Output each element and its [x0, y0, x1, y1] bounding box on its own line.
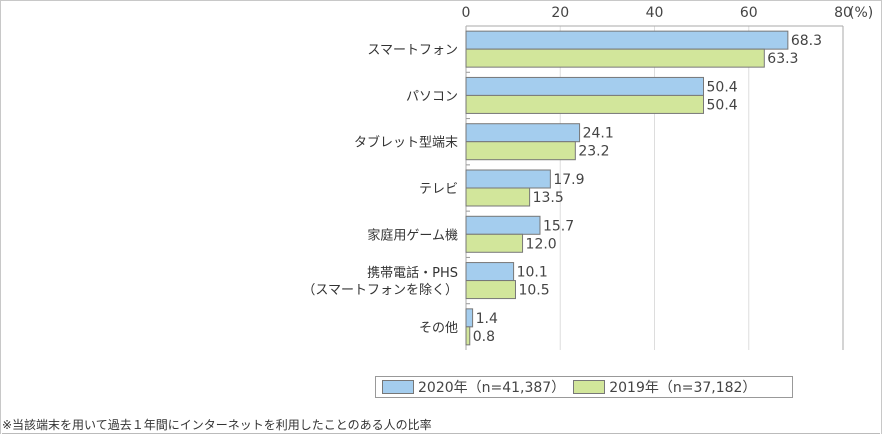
legend-swatch-2020: [382, 380, 414, 394]
category-label: タブレット型端末: [354, 135, 458, 151]
legend: 2020年（n=41,387） 2019年（n=37,182）: [375, 376, 793, 398]
data-label: 68.3: [791, 33, 822, 49]
data-label: 15.7: [543, 218, 574, 234]
data-label: 12.0: [526, 236, 557, 252]
data-label: 23.2: [578, 144, 609, 160]
x-tick-label: 60: [740, 5, 758, 21]
legend-item-2020: 2020年（n=41,387）: [382, 377, 565, 397]
bar: [465, 30, 789, 50]
x-tick-label: 80: [834, 5, 852, 21]
x-tick-label: 40: [646, 5, 664, 21]
bar: [465, 187, 531, 207]
bar: [465, 215, 541, 235]
data-label: 24.1: [583, 126, 614, 142]
bar: [465, 308, 474, 328]
legend-swatch-2019: [573, 380, 606, 394]
footnote: ※当該端末を用いて過去１年間にインターネットを利用したことのある人の比率: [2, 416, 880, 434]
bar: [465, 280, 516, 300]
data-label: 13.5: [533, 190, 564, 206]
category-label: （スマートフォンを除く）: [302, 283, 458, 298]
bar: [465, 76, 705, 96]
bar: [465, 326, 471, 346]
category-label: パソコン: [406, 89, 458, 104]
data-label: 63.3: [767, 51, 798, 67]
category-label: スマートフォン: [367, 43, 458, 58]
data-label: 10.1: [517, 265, 548, 281]
bar: [465, 262, 515, 282]
data-label: 50.4: [707, 79, 738, 95]
bar: [465, 233, 524, 253]
x-tick-label: 0: [462, 5, 471, 21]
data-label: 0.8: [473, 329, 495, 345]
category-label: その他: [419, 321, 458, 336]
data-label: 17.9: [553, 172, 584, 188]
bar: [465, 48, 765, 68]
x-tick-label: 20: [551, 5, 569, 21]
bar: [465, 141, 576, 161]
legend-item-2019: 2019年（n=37,182）: [573, 377, 756, 397]
bar: [465, 123, 581, 143]
category-label: テレビ: [419, 182, 458, 197]
data-label: 50.4: [707, 97, 738, 113]
legend-label-2020: 2020年（n=41,387）: [418, 380, 566, 396]
bar: [465, 169, 551, 189]
data-label: 10.5: [518, 283, 549, 299]
bar: [465, 94, 705, 114]
x-unit-label: (%): [849, 5, 873, 21]
legend-label-2019: 2019年（n=37,182）: [609, 380, 757, 396]
category-label: 家庭用ゲーム機: [367, 227, 458, 243]
category-label: 携帯電話・PHS: [367, 265, 458, 281]
data-label: 1.4: [476, 311, 498, 327]
